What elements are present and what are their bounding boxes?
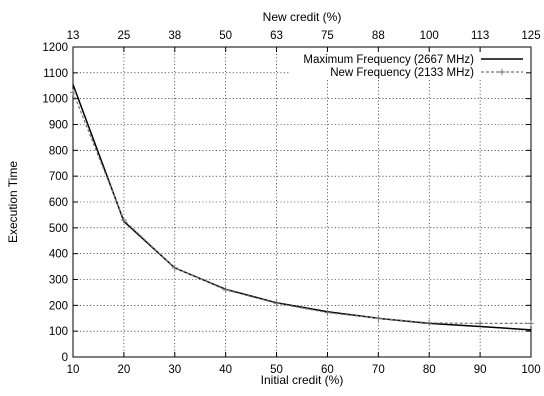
data-point-new-frequency xyxy=(273,300,280,307)
legend-label-max-frequency: Maximum Frequency (2667 MHz) xyxy=(303,54,474,66)
y-tick-label: 400 xyxy=(49,249,68,261)
top-axis-tick-label: 50 xyxy=(219,30,232,42)
top-axis-title: New credit (%) xyxy=(263,10,342,24)
top-axis-tick-label: 75 xyxy=(321,30,334,42)
y-tick-label: 800 xyxy=(49,145,68,157)
x-tick-label: 90 xyxy=(474,364,487,376)
y-tick-label: 900 xyxy=(49,120,68,132)
series-lines xyxy=(70,84,534,331)
x-tick-label: 70 xyxy=(372,364,385,376)
legend-label-new-frequency: New Frequency (2133 MHz) xyxy=(330,67,474,79)
y-axis-title: Execution Time xyxy=(6,161,20,243)
top-axis-tick-label: 125 xyxy=(521,30,540,42)
data-point-new-frequency xyxy=(324,309,331,316)
y-tick-labels: 0 100 200 300 400 500 600 700 800 900 1000 1100 1200 xyxy=(42,42,68,364)
top-axis-tick-labels: 13 25 38 50 63 75 88 100 113 125 xyxy=(67,30,541,42)
data-point-new-frequency xyxy=(528,320,534,327)
x-tick-label: 60 xyxy=(321,364,334,376)
y-tick-label: 100 xyxy=(49,326,68,338)
y-tick-label: 600 xyxy=(49,197,68,209)
top-axis-tick-label: 100 xyxy=(420,30,439,42)
x-tick-label: 80 xyxy=(423,364,436,376)
grid-lines xyxy=(73,47,531,357)
y-tick-label: 500 xyxy=(49,223,68,235)
data-point-new-frequency xyxy=(426,319,433,326)
series-line-new-frequency xyxy=(72,91,531,324)
legend: Maximum Frequency (2667 MHz) New Frequen… xyxy=(303,54,523,79)
x-tick-label: 100 xyxy=(521,364,540,376)
top-axis-tick-label: 63 xyxy=(270,30,283,42)
axis-ticks xyxy=(72,46,532,358)
x-tick-label: 10 xyxy=(67,364,80,376)
data-point-new-frequency xyxy=(222,286,229,293)
top-axis-tick-label: 13 xyxy=(67,30,80,42)
y-tick-label: 0 xyxy=(62,352,68,364)
x-axis-title: Initial credit (%) xyxy=(261,373,344,387)
top-axis-tick-label: 38 xyxy=(168,30,181,42)
y-tick-label: 1100 xyxy=(43,68,68,80)
legend-marker-new-frequency xyxy=(499,69,505,75)
y-tick-label: 200 xyxy=(49,300,68,312)
top-axis-tick-label: 25 xyxy=(117,30,130,42)
x-tick-label: 20 xyxy=(117,364,130,376)
y-tick-label: 300 xyxy=(49,275,68,287)
x-tick-labels: 10 20 30 40 50 60 70 80 90 100 xyxy=(67,364,541,376)
x-tick-label: 40 xyxy=(219,364,232,376)
series-line-max-frequency xyxy=(72,84,532,331)
data-point-new-frequency xyxy=(120,217,127,224)
data-point-new-frequency xyxy=(70,89,76,96)
data-point-new-frequency xyxy=(375,315,382,322)
y-tick-label: 700 xyxy=(49,171,68,183)
top-axis-tick-label: 88 xyxy=(372,30,385,42)
x-tick-label: 50 xyxy=(270,364,283,376)
x-tick-label: 30 xyxy=(168,364,181,376)
y-tick-label: 1000 xyxy=(42,94,68,106)
top-axis-tick-label: 113 xyxy=(471,30,489,42)
data-point-new-frequency xyxy=(477,320,484,327)
data-point-new-frequency xyxy=(171,264,178,271)
y-tick-label: 1200 xyxy=(42,42,68,54)
